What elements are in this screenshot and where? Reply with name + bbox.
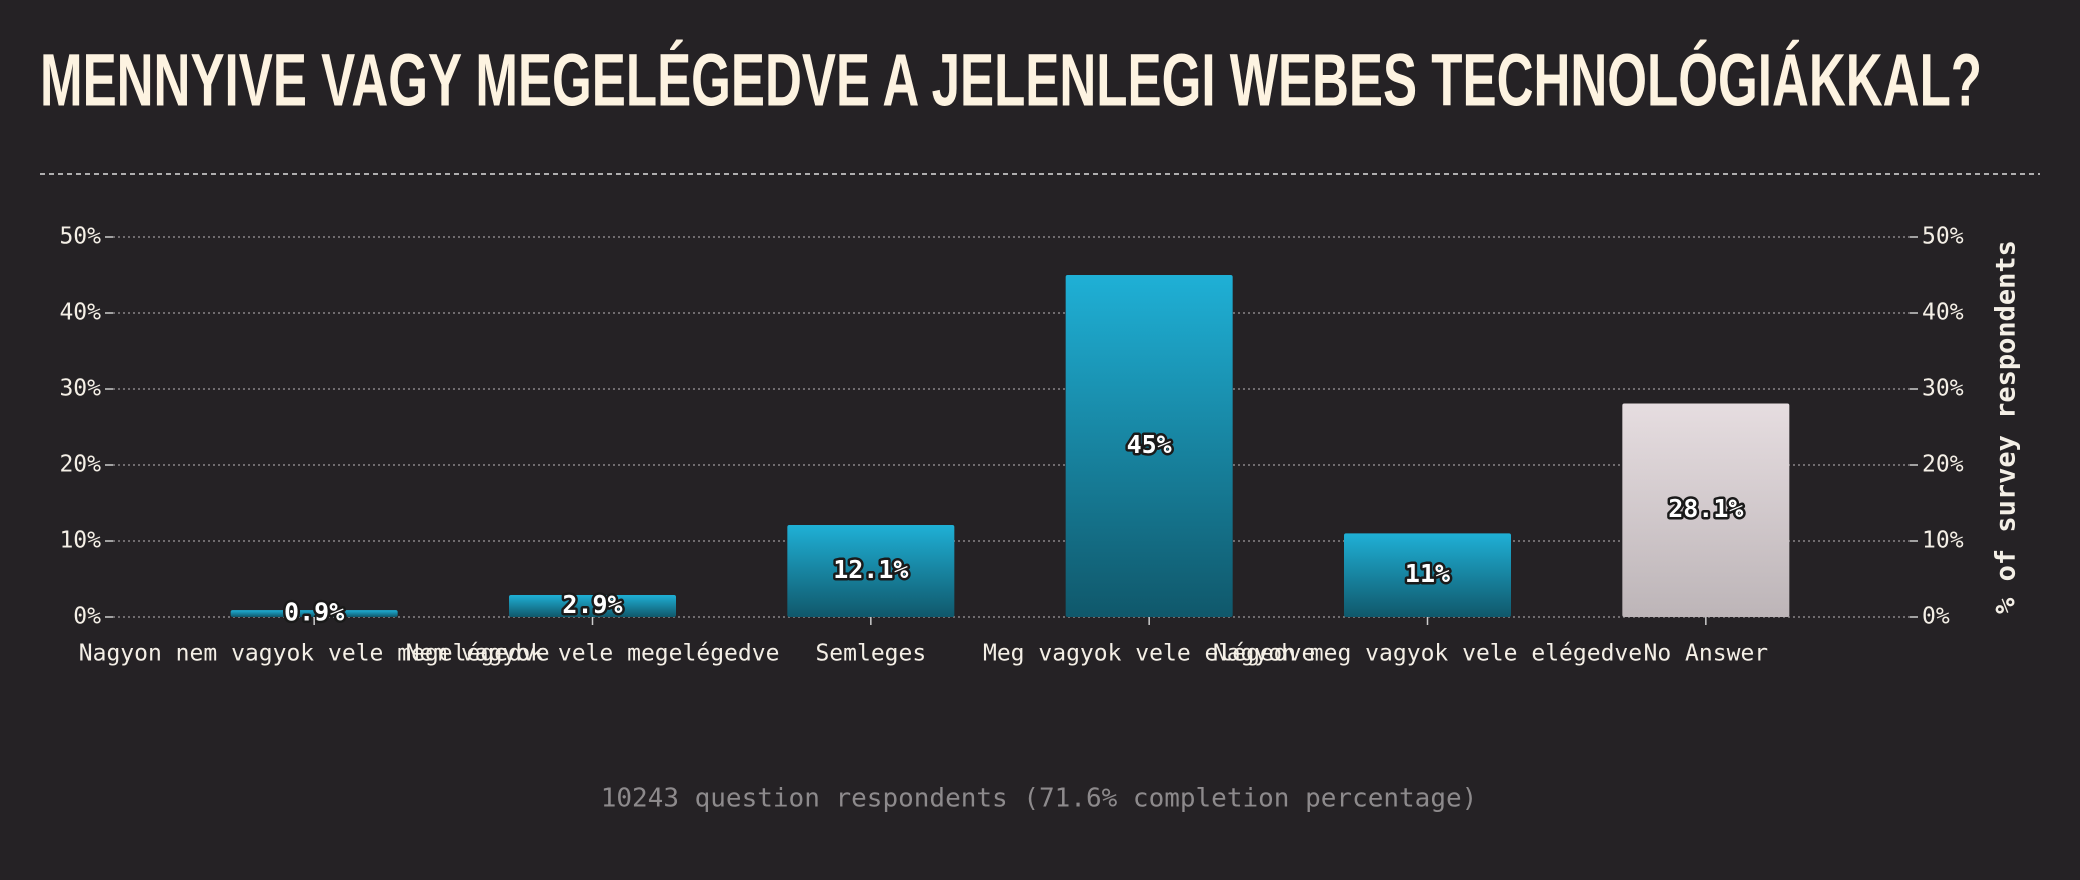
value-label: 12.1% (833, 555, 908, 584)
bar (1065, 275, 1233, 617)
chart-title: MENNYIVE VAGY MEGELÉGEDVE A JELENLEGI WE… (40, 39, 1982, 122)
y-tick-label: 40% (59, 300, 101, 326)
x-tick-label: Nem vagyok vele megelégedve (406, 641, 780, 667)
x-tick-label: Semleges (815, 641, 926, 667)
y-tick-label: 0% (73, 604, 101, 630)
bar (787, 525, 955, 617)
y-axis-title: % of survey respondents (1991, 240, 2022, 614)
bar (230, 610, 398, 617)
x-tick-label: Meg vagyok vele elégedve (983, 641, 1315, 667)
value-label: 2.9% (562, 590, 622, 619)
footer: 10243 question respondents (71.6% comple… (601, 784, 1478, 814)
x-tick-label: No Answer (1644, 641, 1769, 667)
y-tick-label: 0% (1922, 604, 1950, 630)
y-tick-label: 50% (59, 224, 101, 250)
y-tick-label: 30% (1922, 376, 1964, 402)
x-tick-label: Nagyon meg vagyok vele elégedve (1213, 641, 1642, 667)
y-tick-label: 10% (1922, 528, 1964, 554)
value-label: 28.1% (1668, 494, 1743, 523)
y-tick-label: 50% (1922, 224, 1964, 250)
y-tick-label: 20% (1922, 452, 1964, 478)
y-tick-label: 20% (59, 452, 101, 478)
value-label: 11% (1405, 559, 1450, 588)
bar (1622, 403, 1790, 617)
value-label: 45% (1127, 430, 1172, 459)
y-tick-label: 30% (59, 376, 101, 402)
bar (509, 594, 676, 617)
x-tick-label: Nagyon nem vagyok vele megelégedve (79, 641, 550, 667)
bar (1344, 533, 1511, 617)
y-tick-label: 40% (1922, 300, 1964, 326)
y-tick-label: 10% (59, 528, 101, 554)
